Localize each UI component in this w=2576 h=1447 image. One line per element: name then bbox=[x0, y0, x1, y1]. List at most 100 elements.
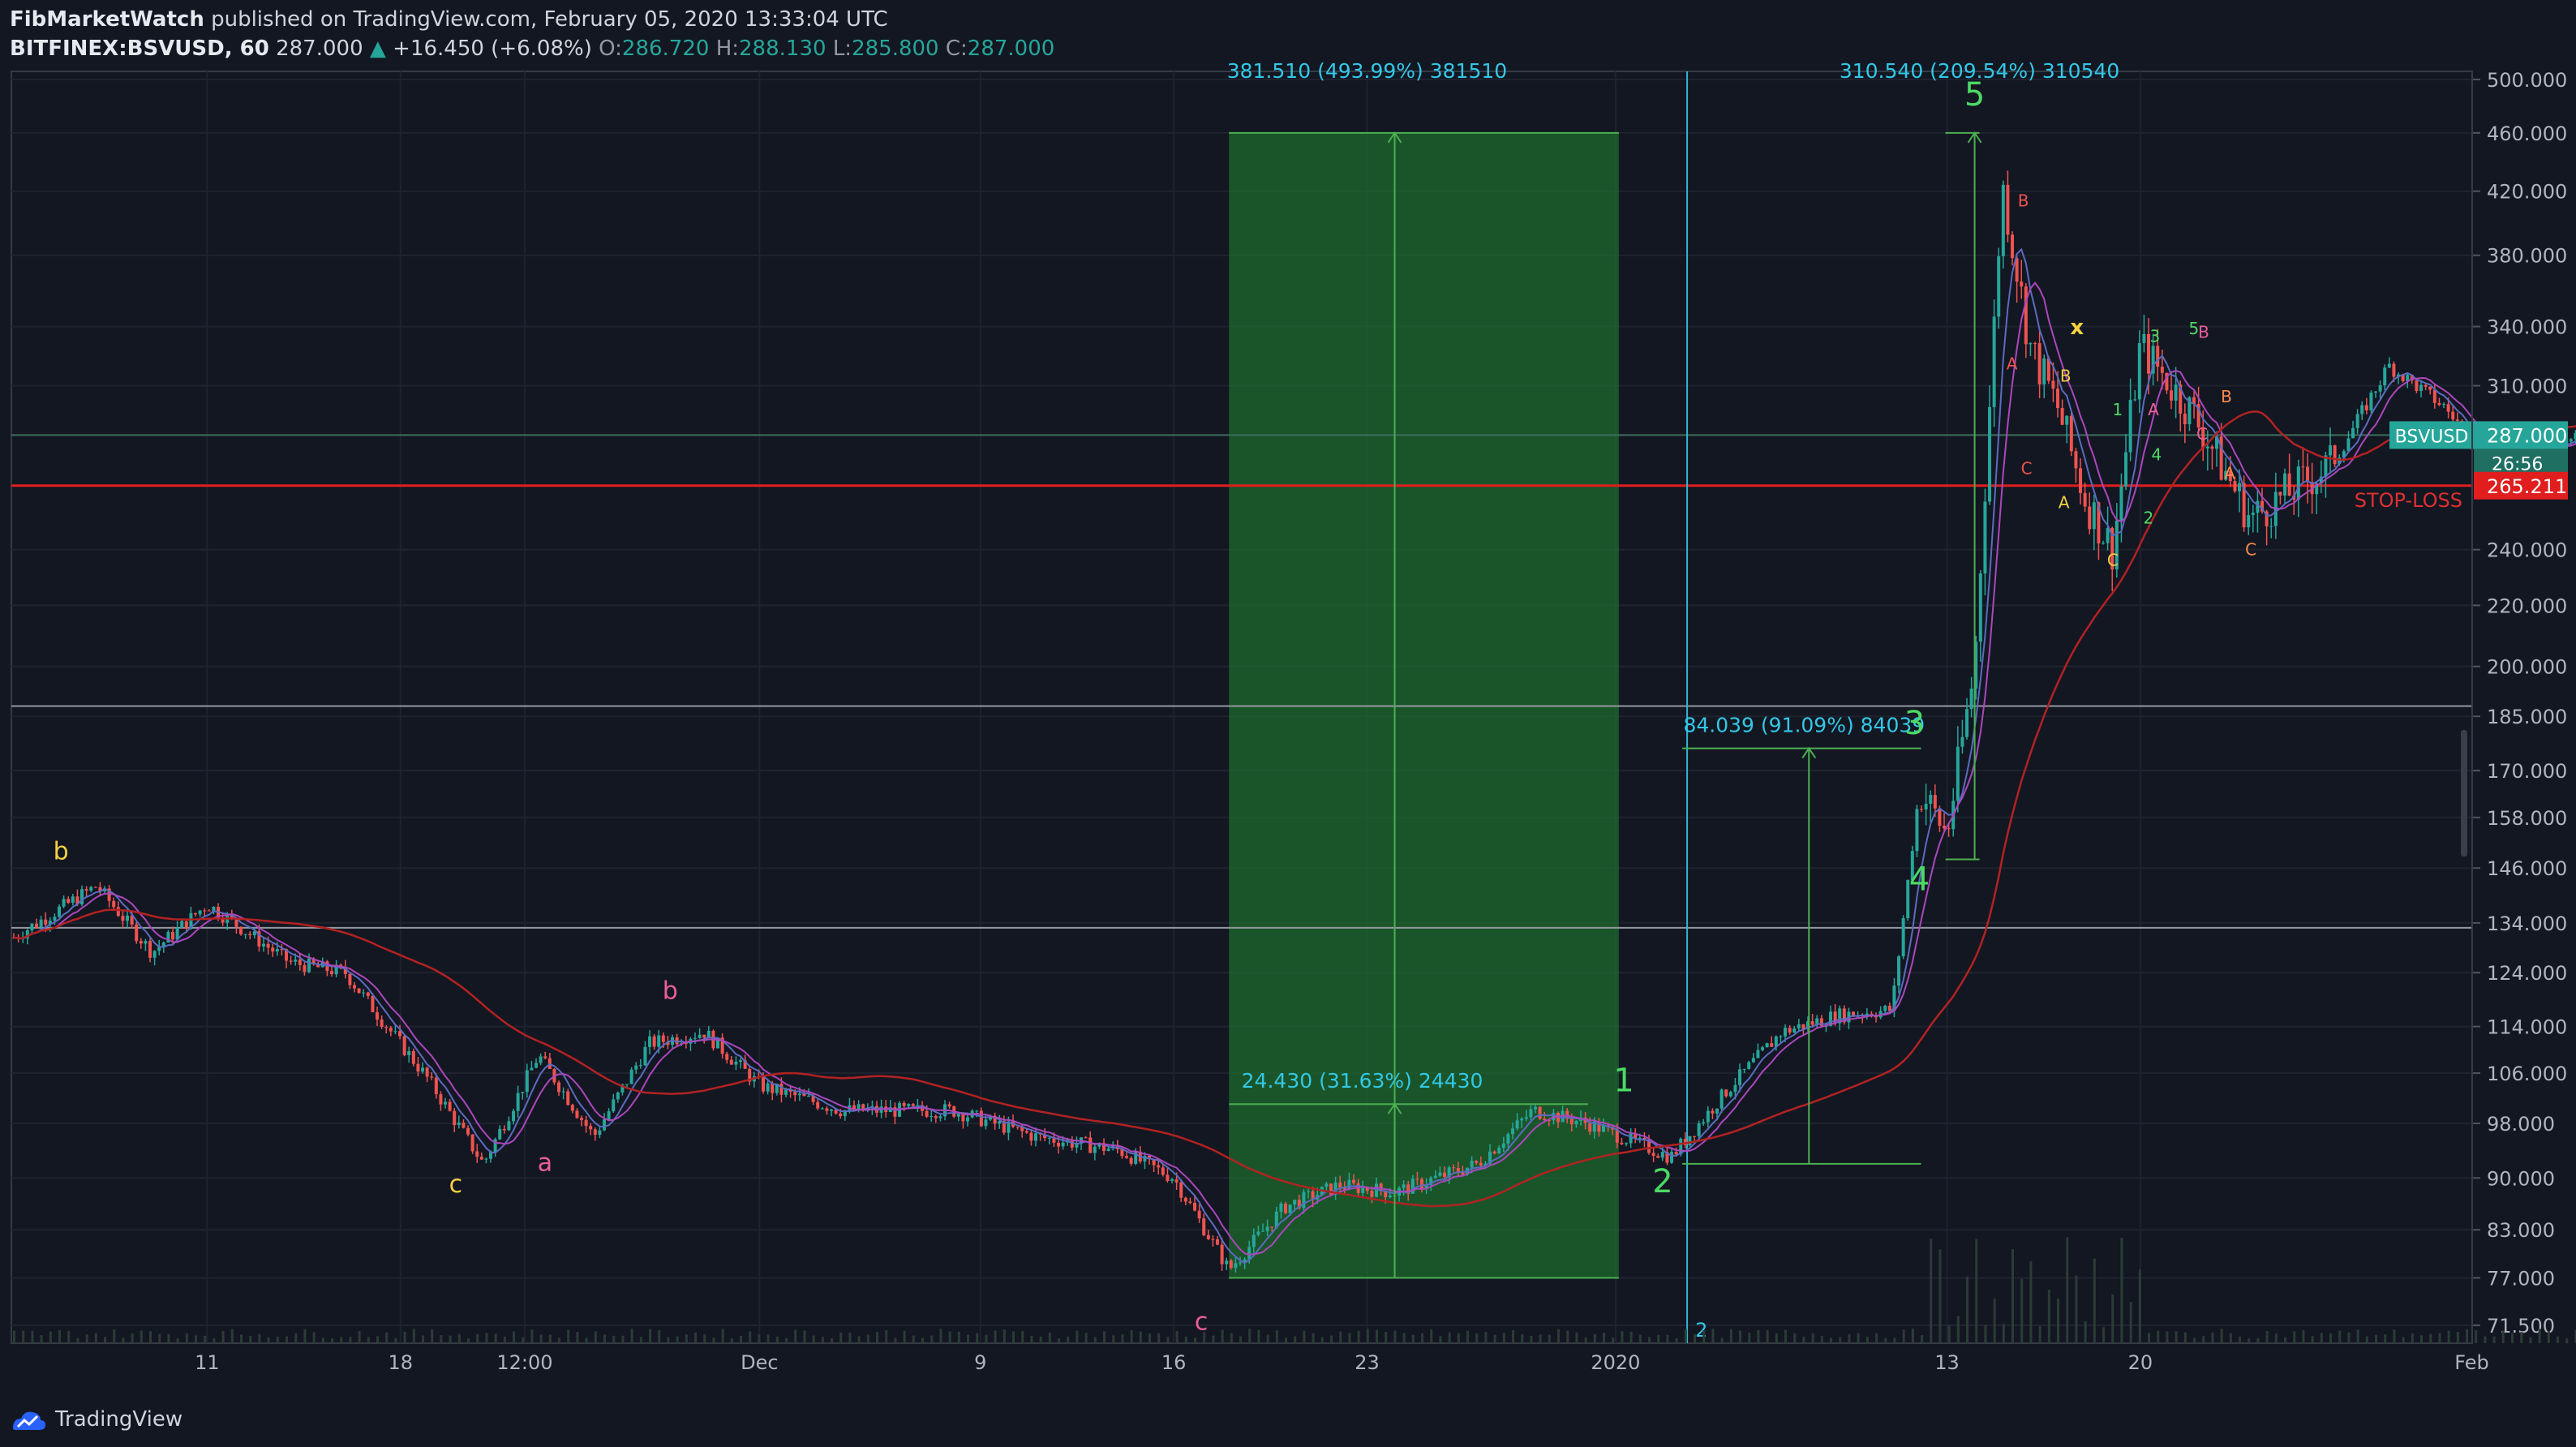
volume-bar bbox=[1557, 1329, 1561, 1343]
candle-body bbox=[489, 1152, 493, 1159]
volume-bar bbox=[939, 1329, 942, 1343]
tradingview-logo[interactable]: TradingView bbox=[10, 1403, 182, 1436]
volume-bar bbox=[1548, 1334, 1551, 1343]
candle-body bbox=[1342, 1187, 1346, 1190]
volume-bar bbox=[2129, 1302, 2132, 1343]
volume-bar bbox=[1366, 1329, 1369, 1343]
volume-bar bbox=[2574, 1329, 2576, 1343]
candle-body bbox=[1647, 1139, 1651, 1153]
candle-body bbox=[2069, 415, 2073, 452]
candle-body bbox=[1797, 1024, 1801, 1028]
candle-body bbox=[180, 921, 184, 928]
volume-bar bbox=[1048, 1332, 1051, 1343]
candle-body bbox=[1583, 1117, 1587, 1123]
volume-bar bbox=[2220, 1329, 2223, 1343]
candle-body bbox=[1129, 1157, 1133, 1164]
volume-bar bbox=[585, 1338, 588, 1343]
candle-body bbox=[2024, 286, 2028, 345]
volume-bar bbox=[1666, 1334, 1669, 1343]
candle-body bbox=[1983, 501, 1987, 573]
volume-bar bbox=[1502, 1333, 1505, 1343]
candle-body bbox=[1620, 1142, 1624, 1144]
candle-body bbox=[616, 1092, 620, 1100]
volume-bar bbox=[2338, 1330, 2342, 1343]
volume-bar bbox=[1330, 1335, 1333, 1343]
volume-bar bbox=[2501, 1330, 2505, 1343]
volume-bar bbox=[376, 1336, 380, 1343]
candle-body bbox=[1057, 1142, 1061, 1147]
candle-body bbox=[239, 926, 243, 934]
candle-body bbox=[2351, 427, 2355, 439]
volume-bar bbox=[13, 1330, 16, 1343]
volume-bar bbox=[286, 1336, 289, 1343]
volume-bar bbox=[1638, 1334, 1642, 1343]
volume-bar bbox=[358, 1330, 361, 1343]
volume-bar bbox=[2183, 1332, 2187, 1343]
candle-body bbox=[230, 914, 234, 919]
candle-body bbox=[280, 949, 284, 951]
volume-bar bbox=[140, 1330, 143, 1343]
candle-body bbox=[457, 1123, 461, 1126]
volume-bar bbox=[1103, 1331, 1106, 1343]
volume-bar bbox=[2066, 1237, 2069, 1343]
candle-body bbox=[166, 932, 170, 942]
volume-bar bbox=[394, 1338, 397, 1343]
candle-body bbox=[2097, 502, 2101, 543]
candle-body bbox=[729, 1059, 733, 1065]
volume-bar bbox=[703, 1334, 706, 1343]
candle-body bbox=[1660, 1152, 1664, 1158]
y-tick-label: 310.000 bbox=[2487, 376, 2567, 398]
volume-bar bbox=[1484, 1331, 1488, 1343]
volume-bar bbox=[321, 1338, 324, 1343]
candle-body bbox=[2369, 392, 2373, 410]
volume-bar bbox=[1729, 1329, 1732, 1343]
candle-body bbox=[1239, 1262, 1243, 1264]
candle-body bbox=[2092, 502, 2096, 530]
candle-body bbox=[2392, 363, 2396, 377]
candle-body bbox=[275, 949, 279, 952]
candle-body bbox=[89, 887, 93, 891]
candle-body bbox=[843, 1110, 847, 1117]
candle-body bbox=[389, 1028, 393, 1032]
candle-body bbox=[1243, 1259, 1247, 1263]
candle-body bbox=[498, 1128, 502, 1140]
candle-body bbox=[1438, 1172, 1442, 1176]
volume-bar bbox=[2466, 1329, 2469, 1343]
candle-body bbox=[720, 1037, 724, 1054]
x-tick-label: Feb bbox=[2454, 1351, 2489, 1374]
candle-body bbox=[2201, 427, 2205, 449]
candle-body bbox=[30, 923, 34, 931]
symbol-name[interactable]: BITFINEX:BSVUSD, 60 bbox=[10, 36, 269, 61]
publisher-name[interactable]: FibMarketWatch bbox=[10, 7, 204, 32]
volume-bar bbox=[2420, 1335, 2424, 1343]
volume-bar bbox=[1612, 1337, 1615, 1343]
volume-bar bbox=[2456, 1332, 2459, 1343]
candle-body bbox=[1302, 1192, 1306, 1209]
symbol-line: BITFINEX:BSVUSD, 60 287.000 ▲ +16.450 (+… bbox=[10, 34, 2576, 63]
candle-body bbox=[1070, 1140, 1074, 1148]
candle-body bbox=[2410, 375, 2414, 380]
volume-bar bbox=[1811, 1333, 1814, 1343]
candle-body bbox=[684, 1043, 688, 1045]
candle-body bbox=[989, 1115, 993, 1120]
candle-body bbox=[2428, 386, 2432, 390]
candle-body bbox=[434, 1077, 438, 1095]
candle-body bbox=[1443, 1172, 1447, 1178]
volume-bar bbox=[2229, 1333, 2232, 1343]
candle-body bbox=[2364, 405, 2368, 410]
volume-bar bbox=[976, 1333, 979, 1343]
candle-body bbox=[80, 889, 84, 904]
close-label: C: bbox=[945, 36, 968, 61]
volume-bar bbox=[1376, 1329, 1379, 1343]
volume-bar bbox=[2384, 1334, 2387, 1343]
candle-body bbox=[1479, 1162, 1483, 1166]
candle-body bbox=[1670, 1152, 1674, 1163]
volume-bar bbox=[104, 1337, 107, 1343]
candle-body bbox=[1693, 1136, 1697, 1137]
candle-body bbox=[1679, 1139, 1683, 1155]
wave-label: B bbox=[2060, 366, 2072, 385]
candle-body bbox=[103, 888, 107, 891]
candle-body bbox=[2124, 452, 2128, 487]
candle-body bbox=[380, 1019, 384, 1028]
